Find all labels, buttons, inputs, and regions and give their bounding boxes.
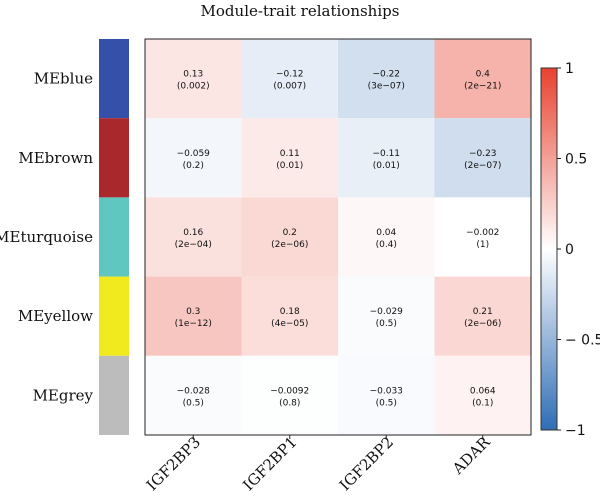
row-label: MEturquoise <box>0 228 93 246</box>
heatmap-cell <box>338 118 435 198</box>
row-labels: MEblue MEbrown MEturquoise MEyellow MEgrey <box>0 70 94 405</box>
cell-pvalue-label: (0.01) <box>373 161 400 171</box>
colorbar-tick-label: 1 <box>565 61 574 77</box>
heatmap-cell <box>434 118 531 198</box>
column-label: IGF2BP2 <box>336 433 397 494</box>
cell-pvalue-label: (0.5) <box>183 398 204 408</box>
cell-pvalue-label: (4e−05) <box>271 319 308 329</box>
heatmap-cell <box>434 39 531 119</box>
cell-pvalue-label: (0.002) <box>177 82 210 92</box>
cell-pvalue-label: (2e−21) <box>464 82 501 92</box>
heatmap-cell <box>338 276 435 356</box>
cell-value-label: −0.0092 <box>270 386 309 396</box>
cell-pvalue-label: (0.2) <box>183 161 204 171</box>
module-color-bar <box>99 276 129 356</box>
cell-value-label: −0.059 <box>177 149 211 159</box>
heatmap-frame <box>144 38 532 436</box>
cell-pvalue-label: (0.1) <box>472 398 493 408</box>
cell-value-label: 0.3 <box>186 307 200 317</box>
cell-value-label: 0.21 <box>473 307 493 317</box>
cell-value-label: 0.2 <box>283 228 297 238</box>
cell-pvalue-label: (2e−04) <box>175 240 212 250</box>
heatmap-cell <box>241 197 338 277</box>
cell-value-label: −0.002 <box>466 228 499 238</box>
module-color-bar <box>99 355 129 435</box>
cell-pvalue-label: (2e−07) <box>464 161 501 171</box>
cell-pvalue-label: (0.5) <box>376 319 397 329</box>
heatmap-cell <box>145 118 242 198</box>
module-color-bar <box>99 118 129 198</box>
module-color-bar <box>99 197 129 277</box>
cell-pvalue-label: (3e−07) <box>368 82 405 92</box>
row-label: MEblue <box>34 70 93 88</box>
cell-value-label: −0.028 <box>177 386 211 396</box>
heatmap-cell <box>434 355 531 435</box>
heatmap-cell <box>145 355 242 435</box>
cell-pvalue-label: (0.8) <box>279 398 300 408</box>
cell-value-label: 0.16 <box>183 228 203 238</box>
cell-value-label: 0.11 <box>280 149 300 159</box>
cell-value-label: −0.11 <box>372 149 400 159</box>
colorbar-tick-label: 0.5 <box>565 152 587 168</box>
heatmap-cell <box>241 118 338 198</box>
heatmap-cell <box>338 197 435 277</box>
colorbar-ticks: 1 0.5 0 − 0.5 −1 <box>557 61 600 439</box>
row-label: MEbrown <box>18 149 93 167</box>
colorbar-tick-label: −1 <box>565 423 586 439</box>
column-label: ADAR <box>448 433 494 479</box>
cell-pvalue-label: (0.01) <box>276 161 303 171</box>
heatmap-cell <box>434 197 531 277</box>
row-label: MEyellow <box>18 307 93 325</box>
cell-pvalue-label: (2e−06) <box>271 240 308 250</box>
cell-pvalue-label: (2e−06) <box>464 319 501 329</box>
cell-value-label: 0.18 <box>280 307 300 317</box>
row-label: MEgrey <box>33 386 94 404</box>
heatmap-cell <box>241 39 338 119</box>
colorbar <box>540 67 558 431</box>
module-color-bar <box>99 39 129 119</box>
heatmap-cell <box>434 276 531 356</box>
cell-pvalue-label: (0.4) <box>376 240 397 250</box>
heatmap-cells: 0.13 (0.002) −0.12 (0.007) −0.22 (3e−07) 0.4 (2… <box>145 39 531 435</box>
heatmap-cell <box>338 39 435 119</box>
cell-pvalue-label: (1) <box>476 240 489 250</box>
column-labels: IGF2BP3 IGF2BP1 IGF2BP2 ADAR <box>143 433 494 495</box>
heatmap-cell <box>241 355 338 435</box>
heatmap-cell <box>241 276 338 356</box>
cell-pvalue-label: (0.5) <box>376 398 397 408</box>
heatmap-cell <box>338 355 435 435</box>
colorbar-tick-label: − 0.5 <box>565 333 600 349</box>
column-label: IGF2BP1 <box>239 433 300 494</box>
column-label: IGF2BP3 <box>143 433 204 494</box>
cell-value-label: −0.22 <box>372 70 400 80</box>
cell-value-label: −0.033 <box>370 386 403 396</box>
cell-value-label: 0.064 <box>470 386 496 396</box>
cell-value-label: 0.13 <box>183 70 203 80</box>
chart-title: Module-trait relationships <box>201 2 400 20</box>
cell-value-label: 0.04 <box>376 228 396 238</box>
cell-value-label: −0.029 <box>370 307 404 317</box>
cell-value-label: −0.23 <box>469 149 497 159</box>
cell-value-label: −0.12 <box>276 70 304 80</box>
heatmap-cell <box>145 39 242 119</box>
module-color-bars <box>99 39 129 435</box>
heatmap-cell <box>145 197 242 277</box>
heatmap-cell <box>145 276 242 356</box>
colorbar-tick-label: 0 <box>565 242 574 258</box>
cell-pvalue-label: (1e−12) <box>175 319 212 329</box>
cell-value-label: 0.4 <box>476 70 491 80</box>
cell-pvalue-label: (0.007) <box>273 82 306 92</box>
